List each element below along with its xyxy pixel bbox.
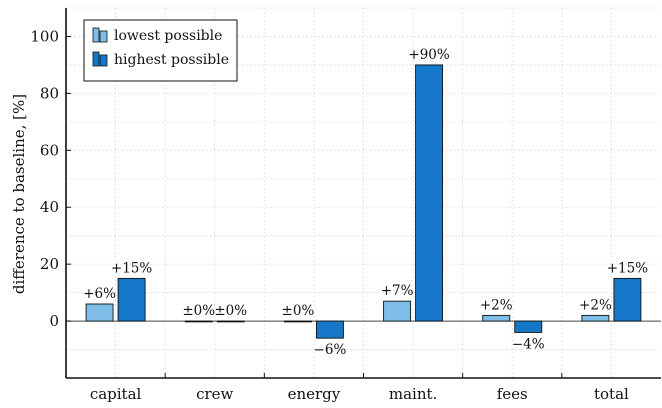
bar-capital-s1 — [117, 277, 146, 322]
bar-fees-s0 — [482, 314, 511, 322]
y-tick-label: 100 — [30, 27, 59, 45]
bar-energy-s0 — [283, 320, 312, 323]
legend-swatch — [99, 54, 108, 67]
legend: lowest possible highest possible — [83, 19, 238, 82]
y-tick-label: 0 — [49, 312, 59, 330]
y-tick-label: 40 — [40, 198, 59, 216]
bar-crew-s1 — [216, 320, 245, 323]
grid-lines — [66, 7, 661, 379]
data-label: +7% — [381, 283, 414, 299]
legend-box — [83, 19, 238, 82]
axes: capital crew energy maint. fees total 0 20 40 60 8… — [30, 8, 661, 403]
x-tick-label: energy — [288, 385, 341, 403]
data-label: +2% — [480, 297, 513, 313]
bars — [85, 64, 642, 339]
data-labels: +6%+15%±0% ±0% ±0%−6%+7%+90%+2%−4%+2%+15% — [83, 47, 648, 358]
legend-swatch — [92, 27, 100, 43]
x-tick-label: total — [594, 385, 629, 403]
x-tick-label: crew — [196, 385, 233, 403]
legend-swatch — [99, 30, 108, 43]
bar-total-s1 — [613, 277, 642, 322]
y-axis-label: difference to baseline, [%] — [10, 94, 28, 294]
x-tick-label: maint. — [389, 385, 437, 403]
x-tick-label: fees — [497, 385, 528, 403]
legend-swatch — [92, 51, 100, 67]
bar-fees-s1 — [514, 320, 543, 333]
data-label: −6% — [314, 342, 347, 358]
data-label: ±0% — [182, 303, 215, 319]
bar-crew-s0 — [184, 320, 213, 323]
bar-capital-s0 — [85, 303, 114, 322]
legend-entry-label: highest possible — [114, 52, 229, 68]
legend-entry-label: lowest possible — [114, 28, 222, 44]
x-tick-label: capital — [90, 385, 142, 403]
data-label: +15% — [111, 260, 152, 276]
y-tick-label: 60 — [40, 141, 59, 159]
bar-maint-s0 — [383, 300, 412, 322]
bar-total-s0 — [581, 314, 610, 322]
data-label: +90% — [408, 47, 449, 63]
data-label: ±0% — [282, 303, 315, 319]
data-label: ±0% — [214, 303, 247, 319]
data-label: +6% — [83, 286, 116, 302]
data-label: −4% — [512, 336, 545, 352]
bar-maint-s1 — [415, 64, 444, 322]
bar-energy-s1 — [315, 320, 344, 339]
y-tick-label: 80 — [40, 84, 59, 102]
y-tick-label: 20 — [40, 255, 59, 273]
data-label: +15% — [607, 260, 648, 276]
data-label: +2% — [579, 297, 612, 313]
